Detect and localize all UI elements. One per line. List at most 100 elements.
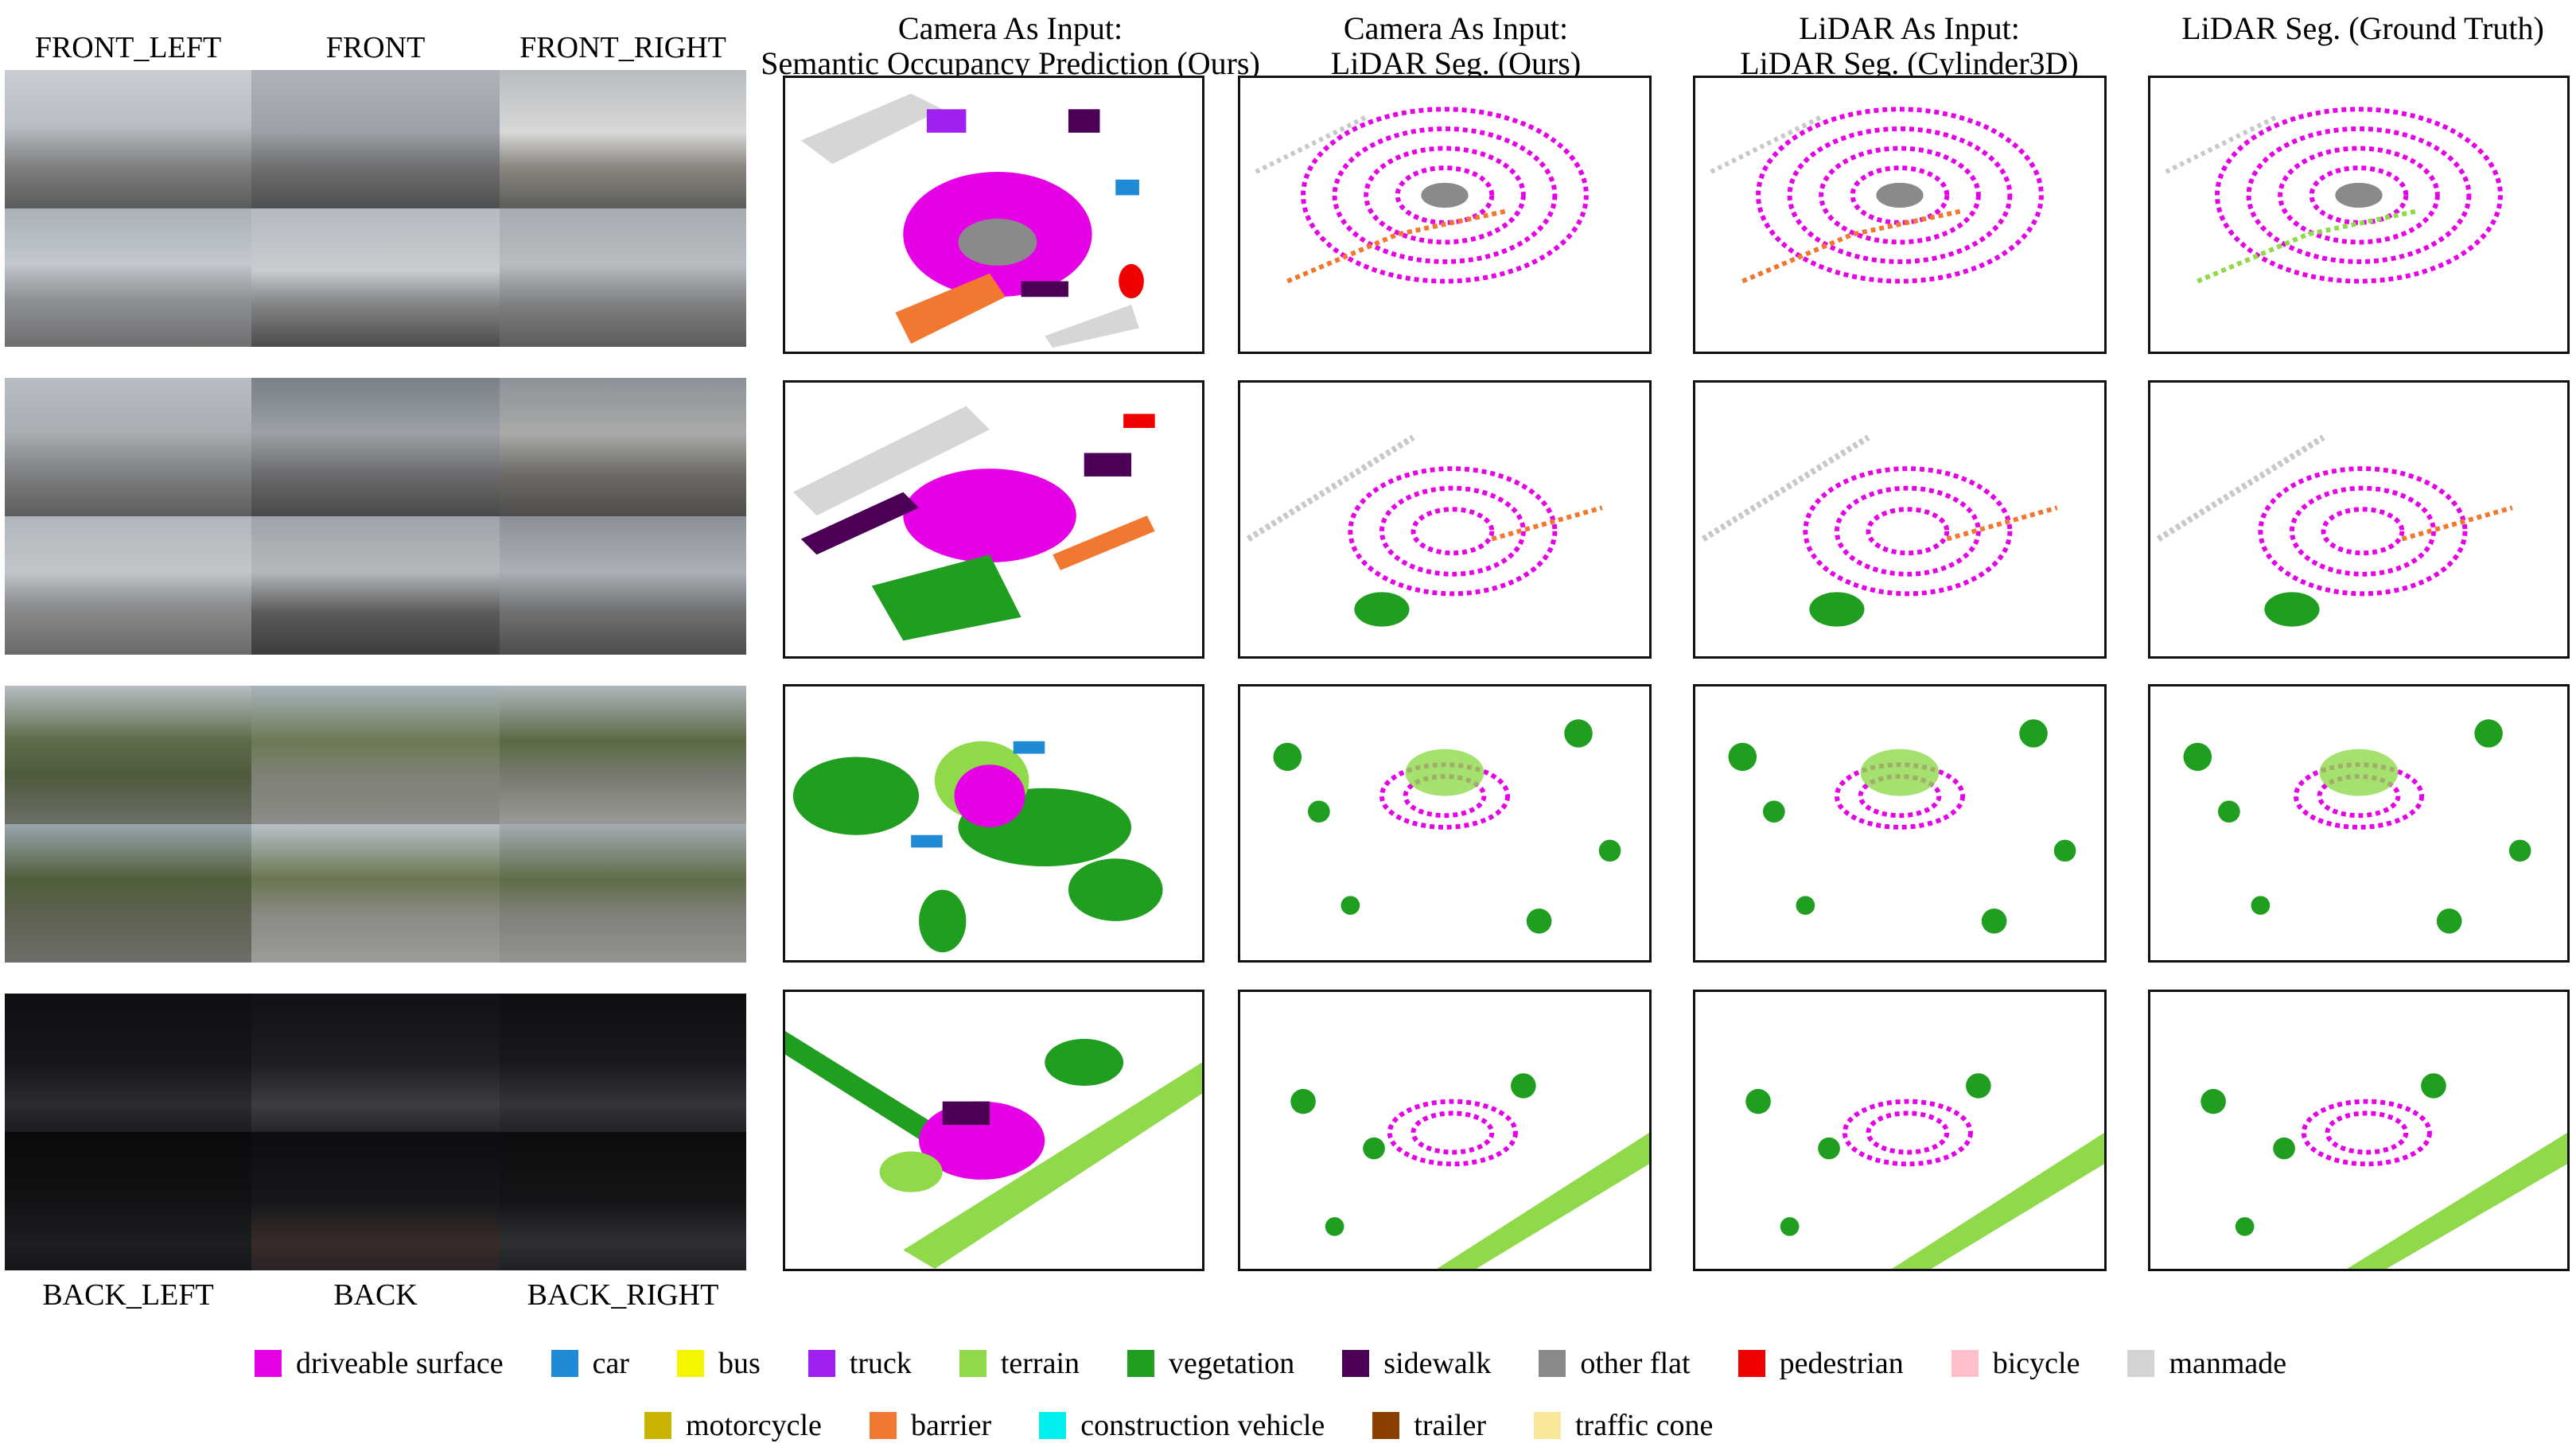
camera-image: [500, 208, 746, 347]
column-header-line2: Semantic Occupancy Prediction (Ours): [761, 45, 1260, 81]
viz-ground-truth-svg: [2165, 107, 2503, 284]
camera-grid-row3: [5, 686, 746, 963]
legend-label: trailer: [1414, 1409, 1486, 1442]
camera-image: [500, 378, 746, 516]
camera-image: [251, 516, 500, 655]
legend-item: driveable surface: [255, 1346, 504, 1381]
column-header-line2: LiDAR Seg. (Cylinder3D): [1740, 45, 2079, 81]
legend-item: barrier: [869, 1408, 992, 1443]
viz-cylinder3d-svg: [1728, 719, 2076, 934]
legend-swatch: [869, 1412, 897, 1439]
legend-item: manmade: [2127, 1346, 2286, 1381]
legend-label: driveable surface: [296, 1347, 504, 1380]
viz-panel-occupancy: [783, 990, 1204, 1271]
legend-swatch: [959, 1350, 986, 1377]
viz-cylinder3d-svg: [1745, 1073, 2104, 1269]
viz-panel-camera-lidar-seg: [1238, 990, 1652, 1271]
legend-swatch: [1372, 1412, 1400, 1439]
viz-ground-truth-svg: [2183, 719, 2531, 934]
viz-panel-ground-truth: [2148, 380, 2570, 659]
camera-image: [5, 686, 251, 824]
legend-swatch: [676, 1350, 704, 1377]
viz-occupancy-svg: [800, 93, 1144, 348]
camera-image: [500, 994, 746, 1132]
legend-swatch: [255, 1350, 282, 1377]
legend-item: vegetation: [1127, 1346, 1294, 1381]
camera-image: [500, 824, 746, 963]
camera-label-front: FRONT: [325, 31, 426, 64]
legend-item: construction vehicle: [1039, 1408, 1325, 1443]
viz-panel-cylinder3d: [1693, 76, 2107, 354]
viz-panel-occupancy: [783, 380, 1204, 659]
column-header-line2: LiDAR Seg. (Ours): [1330, 45, 1582, 81]
camera-image: [5, 208, 251, 347]
legend-item: trailer: [1372, 1408, 1486, 1443]
viz-panel-occupancy: [783, 684, 1204, 963]
column-header-line2: LiDAR Seg. (Ground Truth): [2181, 10, 2544, 46]
legend-item: truck: [807, 1346, 912, 1381]
viz-cylinder3d-svg: [1701, 434, 2058, 627]
camera-label-back: BACK: [333, 1278, 418, 1312]
viz-occupancy-svg: [785, 1031, 1202, 1269]
column-header-line1: Camera As Input:: [897, 10, 1123, 46]
legend-swatch: [1951, 1350, 1979, 1377]
camera-label-back-right: BACK_RIGHT: [527, 1278, 719, 1312]
legend-label: car: [592, 1347, 629, 1380]
column-header-ground-truth: LiDAR Seg. (Ground Truth): [2148, 11, 2576, 46]
camera-image: [5, 1132, 251, 1270]
column-header-occupancy: Camera As Input: Semantic Occupancy Pred…: [756, 11, 1265, 81]
legend-label: bicycle: [1992, 1347, 2080, 1380]
camera-label-front-left: FRONT_LEFT: [34, 31, 222, 64]
legend-swatch: [1127, 1350, 1154, 1377]
legend-label: motorcycle: [686, 1409, 822, 1442]
camera-image: [251, 378, 500, 516]
legend-item: pedestrian: [1737, 1346, 1904, 1381]
legend-item: car: [551, 1346, 629, 1381]
legend-item: motorcycle: [644, 1408, 822, 1443]
camera-label-front-right: FRONT_RIGHT: [519, 31, 726, 64]
camera-image: [251, 1132, 500, 1270]
legend-label: traffic cone: [1574, 1409, 1714, 1442]
viz-ground-truth-svg: [2200, 1073, 2567, 1269]
camera-image: [5, 516, 251, 655]
legend-item: terrain: [959, 1346, 1080, 1381]
camera-image: [500, 516, 746, 655]
viz-camera-lidar-seg-svg: [1290, 1073, 1649, 1269]
legend-label: construction vehicle: [1080, 1409, 1325, 1442]
legend-label: pedestrian: [1779, 1347, 1904, 1380]
legend-item: sidewalk: [1342, 1346, 1491, 1381]
viz-occupancy-svg: [792, 741, 1163, 953]
legend-label: other flat: [1580, 1347, 1691, 1380]
legend-label: barrier: [910, 1409, 992, 1442]
legend-label: terrain: [1000, 1347, 1080, 1380]
camera-image: [500, 686, 746, 824]
legend-item: other flat: [1539, 1346, 1691, 1381]
viz-panel-ground-truth: [2148, 76, 2570, 354]
camera-image: [5, 70, 251, 208]
legend-swatch: [2127, 1350, 2155, 1377]
viz-panel-cylinder3d: [1693, 990, 2107, 1271]
viz-ground-truth-svg: [2156, 434, 2513, 627]
legend-swatch: [1539, 1350, 1566, 1377]
legend-swatch: [1737, 1350, 1765, 1377]
viz-panel-camera-lidar-seg: [1238, 684, 1652, 963]
column-header-cylinder3d: LiDAR As Input: LiDAR Seg. (Cylinder3D): [1695, 11, 2124, 81]
legend-label: bus: [718, 1347, 761, 1380]
column-header-line1: LiDAR As Input:: [1799, 10, 2020, 46]
legend-swatch: [551, 1350, 578, 1377]
legend-swatch: [807, 1350, 835, 1377]
legend-swatch: [644, 1412, 671, 1439]
viz-panel-cylinder3d: [1693, 684, 2107, 963]
camera-grid-row1: [5, 70, 746, 347]
legend-swatch: [1039, 1412, 1067, 1439]
camera-label-back-left: BACK_LEFT: [42, 1278, 214, 1312]
viz-camera-lidar-seg-svg: [1273, 719, 1621, 934]
camera-image: [5, 378, 251, 516]
camera-image: [251, 208, 500, 347]
viz-panel-camera-lidar-seg: [1238, 76, 1652, 354]
camera-image: [5, 824, 251, 963]
legend-swatch: [1533, 1412, 1561, 1439]
legend-item: bicycle: [1951, 1346, 2080, 1381]
viz-occupancy-svg: [792, 406, 1155, 641]
legend-label: sidewalk: [1383, 1347, 1492, 1380]
